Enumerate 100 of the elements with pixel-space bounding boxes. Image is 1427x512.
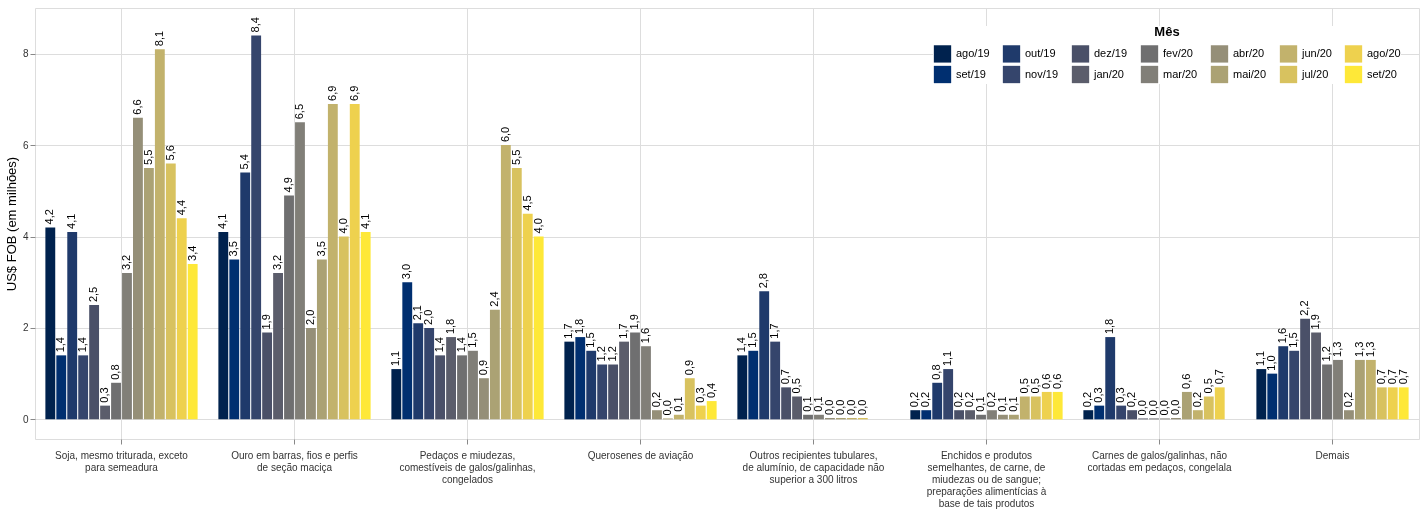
bar	[511, 167, 522, 420]
data-label: 8,4	[249, 17, 262, 33]
data-label: 0,7	[1396, 369, 1409, 385]
data-label: 1,9	[628, 314, 641, 330]
data-label: 0,3	[1092, 387, 1105, 403]
data-label: 1,3	[1352, 341, 1365, 357]
legend-title: Mês	[1154, 24, 1180, 39]
bar	[446, 337, 456, 420]
data-label: 0,3	[98, 387, 111, 403]
data-label: 2,0	[303, 309, 316, 325]
data-label: 1,1	[389, 350, 402, 367]
data-label: 3,5	[314, 241, 327, 257]
data-label: 0,3	[693, 387, 706, 403]
data-label: 0,0	[1168, 399, 1181, 415]
bar	[1214, 387, 1225, 420]
bar	[457, 355, 467, 420]
bar	[965, 410, 975, 420]
bar	[608, 364, 619, 420]
bar	[652, 410, 662, 420]
x-tick-label: Outros recipientes tubulares, de alumínio, de capacidade não superior a 300 litros	[742, 449, 885, 485]
data-label: 4,0	[336, 218, 349, 234]
bar	[706, 401, 717, 420]
data-label: 4,1	[216, 213, 229, 229]
bar	[122, 273, 132, 420]
bar	[630, 332, 640, 420]
data-label: 1,8	[573, 318, 586, 335]
bar	[424, 327, 435, 420]
data-label: 0,0	[1136, 400, 1149, 416]
y-axis-title: US$ FOB (em milhões)	[3, 156, 19, 292]
x-tick-label: Carnes de galos/galinhas, não cortadas em pedaços, congelala	[1087, 449, 1232, 473]
data-label: 1,7	[768, 323, 781, 339]
y-tick-label: 0	[22, 413, 29, 425]
data-label: 1,5	[1287, 332, 1300, 348]
bar	[413, 323, 424, 420]
data-label: 2,8	[757, 273, 770, 289]
bar	[1181, 391, 1192, 420]
bar	[1365, 359, 1376, 420]
data-label: 0,0	[1157, 400, 1170, 416]
data-label: 8,1	[152, 30, 165, 47]
data-label: 1,4	[735, 337, 748, 353]
data-label: 6,9	[325, 85, 338, 101]
data-label: 1,5	[584, 332, 597, 348]
data-label: 3,4	[185, 245, 198, 261]
bar	[435, 355, 446, 420]
data-label: 1,4	[433, 337, 446, 353]
data-label: 1,2	[606, 346, 619, 362]
bar	[67, 231, 78, 420]
bar	[1289, 350, 1300, 420]
bar	[229, 259, 240, 420]
bar	[586, 350, 597, 420]
data-label: 0,4	[704, 382, 717, 399]
bar	[100, 405, 110, 420]
bar	[327, 103, 338, 420]
bar	[218, 231, 229, 420]
bar	[1105, 337, 1116, 420]
data-label: 0,2	[1190, 391, 1203, 408]
data-label: 1,5	[465, 332, 478, 348]
data-label: 4,5	[520, 195, 533, 211]
bar	[89, 305, 100, 420]
bar	[479, 378, 489, 420]
bar	[597, 364, 608, 420]
data-label: 1,7	[617, 323, 630, 339]
data-label: 3,2	[119, 254, 132, 271]
legend-label: out/19	[1025, 46, 1056, 59]
data-label: 0,0	[1147, 400, 1160, 416]
bar	[1256, 369, 1267, 420]
legend-label: dez/19	[1094, 46, 1128, 59]
bar	[154, 49, 165, 420]
bar	[943, 369, 954, 420]
bar	[910, 410, 921, 420]
bar	[262, 332, 273, 420]
data-label: 0,0	[660, 400, 673, 416]
bar	[987, 410, 997, 420]
data-label: 1,8	[1103, 318, 1116, 335]
x-tick-label: Enchidos e produtos semelhantes, de carne, de miudezas ou de sangue; preparações alimentícias à base de tais produtos	[926, 449, 1047, 509]
bar	[1083, 410, 1094, 420]
bar	[737, 355, 748, 420]
data-label: 2,1	[411, 305, 424, 321]
data-label: 0,5	[790, 378, 803, 394]
data-label: 1,9	[1309, 314, 1322, 330]
data-label: 0,2	[1341, 391, 1354, 408]
legend-label: ago/20	[1367, 46, 1401, 59]
data-label: 1,5	[746, 332, 759, 348]
x-tick-label: Soja, mesmo triturada, exceto para semeadura	[55, 449, 189, 473]
bar	[619, 341, 629, 420]
bar	[187, 263, 198, 420]
legend-label: mar/20	[1163, 67, 1198, 80]
data-label: 0,7	[779, 369, 792, 385]
x-tick-label: Pedaços e miudezas, comestíveis de galos/galinhas, congelados	[399, 449, 536, 485]
bar	[575, 337, 586, 420]
y-tick-label: 4	[22, 231, 29, 243]
bar	[781, 387, 792, 420]
bar	[338, 236, 349, 420]
bar	[1203, 396, 1214, 420]
data-label: 4,0	[531, 218, 544, 234]
legend-label: jan/20	[1093, 67, 1124, 80]
bar	[695, 405, 706, 420]
data-label: 0,7	[1212, 369, 1225, 385]
bar	[165, 163, 176, 420]
data-label: 4,1	[65, 213, 78, 229]
